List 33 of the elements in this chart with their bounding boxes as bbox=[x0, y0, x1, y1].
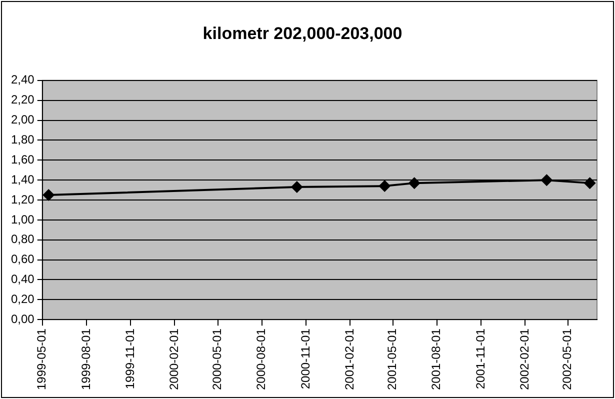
x-tick-label: 2001-08-01 bbox=[429, 328, 444, 390]
x-tick-label: 2000-02-01 bbox=[166, 328, 181, 390]
point bbox=[540, 174, 553, 186]
point bbox=[408, 177, 420, 190]
y-tick-label: 2,20 bbox=[10, 92, 35, 107]
point bbox=[584, 177, 596, 190]
y-tick-label: 1,80 bbox=[10, 132, 35, 147]
x-tick-label: 2002-02-01 bbox=[517, 328, 532, 390]
point bbox=[378, 180, 391, 192]
y-tick-label: 0,20 bbox=[10, 292, 35, 306]
x-tick-label: 2000-11-01 bbox=[298, 328, 312, 390]
x-tick-label: 2001-11-01 bbox=[473, 328, 488, 390]
x-tick-label: 1999-05-01 bbox=[34, 328, 49, 390]
y-tick-label: 0,00 bbox=[10, 312, 35, 326]
x-tick-label: 1999-11-01 bbox=[122, 328, 137, 390]
y-tick-label: 0,80 bbox=[10, 232, 35, 246]
y-tick-label: 1,00 bbox=[10, 212, 35, 226]
y-tick-label: 2,00 bbox=[10, 112, 35, 127]
y-tick-label: 1,40 bbox=[10, 172, 35, 186]
x-tick-label: 2002-05-01 bbox=[560, 328, 574, 390]
y-tick-label: 2,40 bbox=[10, 72, 35, 87]
point bbox=[42, 189, 55, 202]
y-tick-label: 1,60 bbox=[10, 152, 35, 166]
x-tick-label: 2001-05-01 bbox=[385, 328, 400, 390]
y-tick-label: 1,20 bbox=[10, 192, 35, 206]
x-tick-label: 2001-02-01 bbox=[342, 328, 356, 390]
x-tick-label: 2000-05-01 bbox=[210, 328, 224, 390]
x-tick-label: 1999-08-01 bbox=[78, 328, 93, 390]
y-tick-label: 0,40 bbox=[10, 272, 35, 286]
y-tick-label: 0,60 bbox=[10, 252, 35, 266]
chart-title: kilometr 202,000-203,000 bbox=[202, 24, 402, 43]
x-tick-label: 2000-08-01 bbox=[254, 328, 268, 390]
point bbox=[290, 181, 303, 194]
